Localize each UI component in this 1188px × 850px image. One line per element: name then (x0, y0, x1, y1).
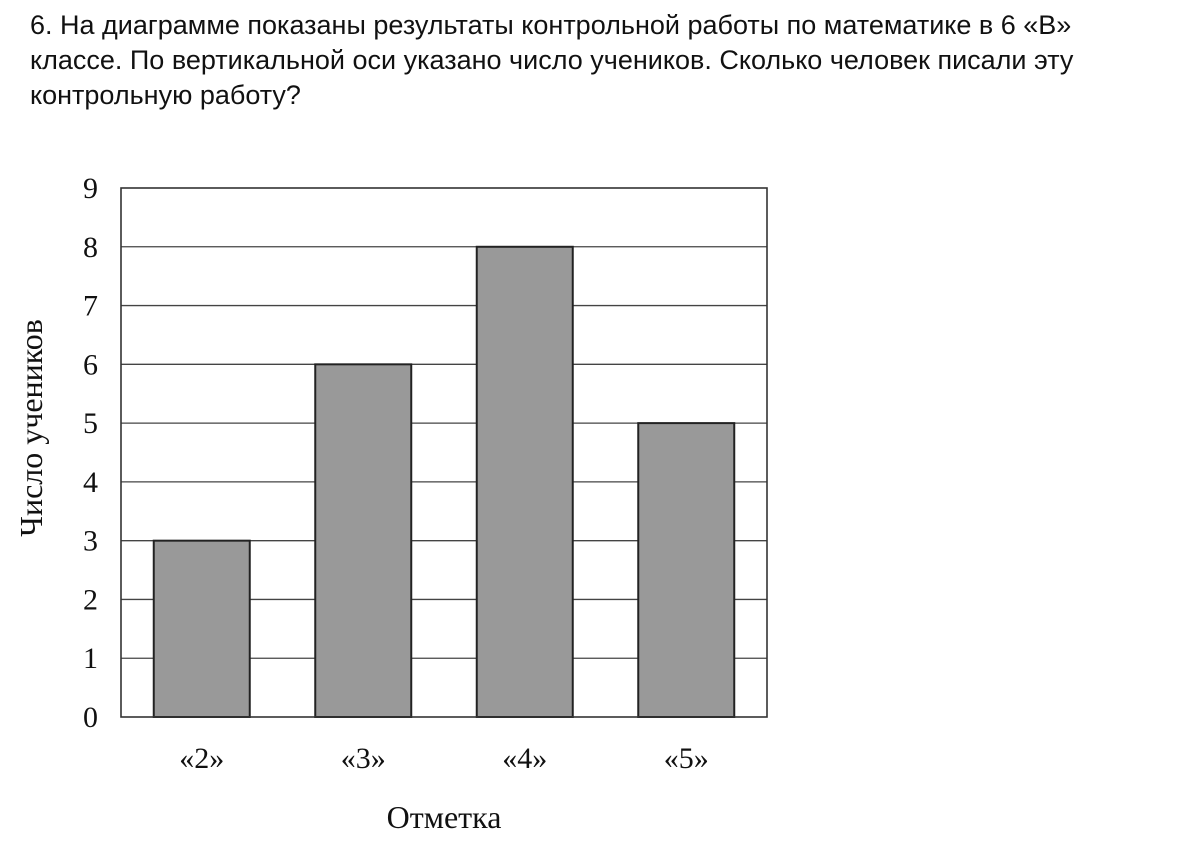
y-tick-label: 0 (83, 701, 98, 734)
y-tick-label: 4 (83, 466, 98, 499)
y-tick-label: 3 (83, 525, 98, 558)
y-tick-label: 5 (83, 407, 98, 440)
y-tick-labels: 0 1 2 3 4 5 6 7 8 9 (83, 172, 98, 734)
x-tick-labels: «2» «3» «4» «5» (179, 742, 709, 775)
bar (637, 422, 736, 718)
bar (475, 245, 574, 718)
y-tick-label: 6 (83, 348, 98, 381)
y-tick-label: 7 (83, 290, 98, 323)
plot-frame (120, 187, 768, 718)
bar (152, 539, 251, 719)
y-tick-label: 1 (83, 642, 98, 675)
question-text: 6. На диаграмме показаны результаты конт… (30, 10, 1074, 110)
plot-border (120, 187, 768, 718)
x-axis-title: Отметка (387, 799, 502, 835)
x-tick-label: «4» (502, 742, 547, 775)
x-tick-label: «5» (664, 742, 709, 775)
bars (152, 245, 736, 719)
bar (314, 363, 413, 718)
x-tick-label: «2» (179, 742, 224, 775)
y-tick-label: 8 (83, 231, 98, 264)
x-tick-label: «3» (341, 742, 386, 775)
y-tick-label: 9 (83, 172, 98, 205)
y-axis-title: Число учеников (13, 319, 49, 537)
y-tick-label: 2 (83, 583, 98, 616)
